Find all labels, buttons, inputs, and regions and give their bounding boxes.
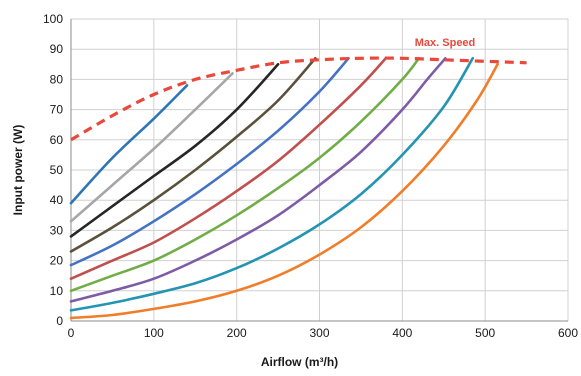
x-tick-label: 0 <box>68 326 75 340</box>
y-tick-label: 100 <box>43 12 63 26</box>
y-tick-label: 20 <box>50 254 64 268</box>
series-line-7 <box>69 57 421 293</box>
series-line-5 <box>69 57 350 267</box>
y-tick-label: 30 <box>50 223 64 237</box>
x-axis-title: Airflow (m³/h) <box>261 355 338 369</box>
series-line-6 <box>69 57 388 280</box>
y-tick-label: 0 <box>56 314 63 328</box>
x-tick-label: 200 <box>227 326 247 340</box>
y-tick-label: 40 <box>50 193 64 207</box>
x-tick-label: 500 <box>475 326 495 340</box>
series-line-4 <box>69 57 317 253</box>
y-tick-label: 90 <box>50 42 64 56</box>
annotations: Max. Speed <box>415 37 476 49</box>
y-tick-label: 10 <box>50 284 64 298</box>
x-tick-label: 300 <box>309 326 329 340</box>
x-tick-label: 100 <box>144 326 164 340</box>
y-tick-label: 50 <box>50 163 64 177</box>
series-layer <box>69 56 527 320</box>
y-tick-label: 60 <box>50 133 64 147</box>
series-line-1 <box>69 84 189 205</box>
y-tick-label: 70 <box>50 103 64 117</box>
series-line-3 <box>69 63 280 238</box>
series-line-10 <box>69 63 499 320</box>
max-speed-curve <box>70 56 527 142</box>
series-line-8 <box>69 57 447 303</box>
axes <box>70 19 568 322</box>
x-tick-label: 400 <box>392 326 412 340</box>
series-line-2 <box>69 72 234 223</box>
tick-labels: 0 100 200 300 400 500 600 0 10 20 30 40 50 60 70 80 90 10… <box>43 12 578 340</box>
y-axis-title: Input power (W) <box>11 125 25 216</box>
y-tick-label: 80 <box>50 72 64 86</box>
series-line-9 <box>69 57 474 312</box>
max-speed-label: Max. Speed <box>415 37 476 49</box>
x-tick-label: 600 <box>558 326 578 340</box>
